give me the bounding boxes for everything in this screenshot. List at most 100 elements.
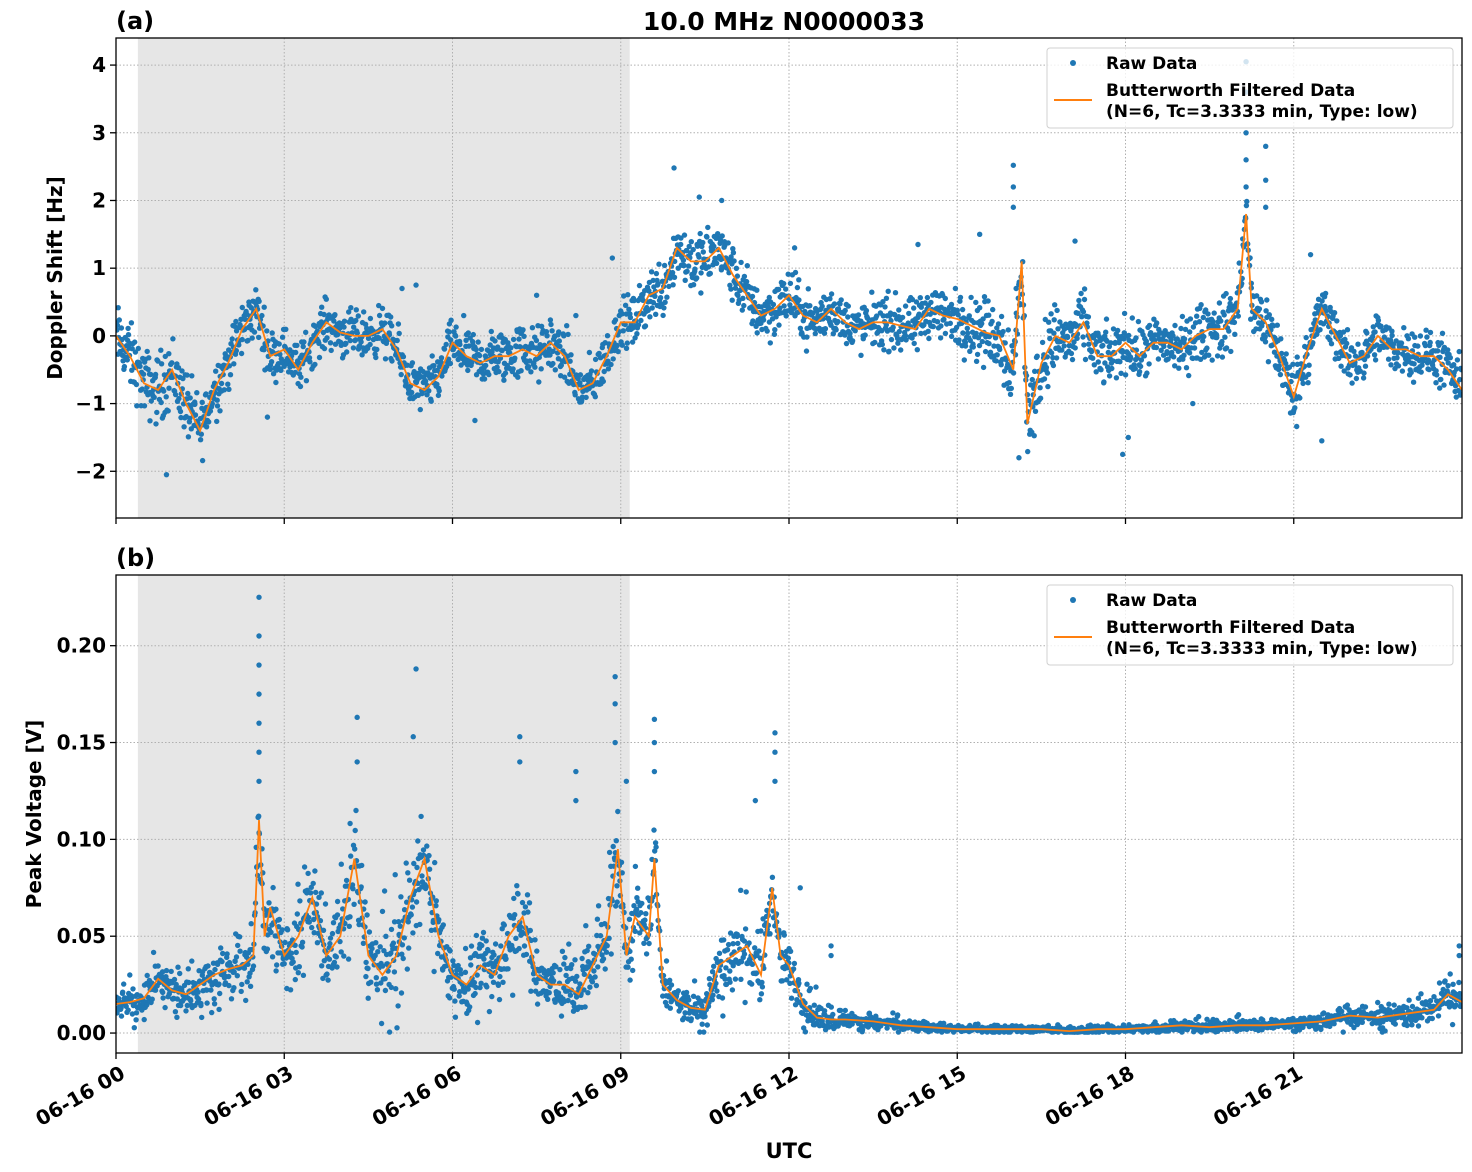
raw-data-point <box>1172 322 1178 329</box>
raw-data-point <box>525 909 531 915</box>
raw-data-point <box>501 922 507 928</box>
raw-data-point <box>400 354 407 360</box>
raw-data-point <box>498 943 504 949</box>
raw-data-point <box>624 340 630 346</box>
raw-data-point <box>1082 356 1089 363</box>
raw-data-point <box>452 1014 459 1020</box>
raw-data-point <box>406 945 412 951</box>
raw-data-point <box>451 986 457 992</box>
raw-data-point <box>264 328 270 334</box>
raw-data-point <box>827 296 833 302</box>
raw-data-point <box>1441 382 1447 388</box>
raw-data-point <box>178 414 184 421</box>
raw-data-point <box>1337 332 1344 339</box>
raw-data-point <box>376 312 383 319</box>
raw-data-point <box>338 949 344 955</box>
raw-data-point <box>213 368 219 374</box>
raw-data-point <box>741 938 748 944</box>
raw-data-point <box>987 349 994 355</box>
raw-data-point <box>1361 370 1367 376</box>
raw-data-point <box>1342 336 1348 343</box>
raw-data-point <box>1059 347 1065 353</box>
raw-data-point <box>669 269 676 276</box>
raw-data-point <box>600 956 607 962</box>
raw-data-point <box>125 332 132 338</box>
raw-data-point <box>1161 343 1167 350</box>
raw-data-point <box>274 962 280 968</box>
raw-data-point <box>120 989 126 995</box>
raw-data-point <box>400 955 406 962</box>
raw-data-point <box>478 980 484 986</box>
raw-data-point <box>284 927 291 933</box>
raw-data-point <box>146 355 152 361</box>
raw-data-point <box>1451 362 1457 368</box>
raw-data-point <box>573 994 580 1000</box>
raw-data-point <box>966 313 972 319</box>
raw-data-point <box>1010 162 1017 168</box>
raw-data-point <box>976 231 983 238</box>
raw-data-point <box>1328 341 1335 347</box>
raw-data-point <box>1016 455 1022 461</box>
raw-data-point <box>1254 293 1260 299</box>
raw-data-point <box>884 1025 890 1031</box>
raw-data-point <box>313 889 319 896</box>
raw-data-point <box>469 359 475 365</box>
raw-data-point <box>294 342 300 349</box>
raw-data-point <box>715 231 721 237</box>
raw-data-point <box>490 979 497 985</box>
raw-data-point <box>564 988 570 994</box>
raw-data-point <box>241 965 248 971</box>
raw-data-point <box>593 982 600 989</box>
raw-data-point <box>269 954 276 960</box>
raw-data-point <box>572 978 579 984</box>
raw-data-point <box>250 963 257 969</box>
raw-data-point <box>804 981 810 987</box>
raw-data-point <box>1434 348 1441 354</box>
raw-data-point <box>158 361 165 367</box>
raw-data-point <box>985 298 991 304</box>
legend-filtered-label-1: Butterworth Filtered Data <box>1106 81 1355 101</box>
raw-data-point <box>948 301 955 308</box>
raw-data-point <box>124 357 130 363</box>
raw-data-point <box>1425 357 1432 363</box>
raw-data-point <box>331 959 338 966</box>
raw-data-point <box>781 303 787 309</box>
raw-data-point <box>1236 260 1242 266</box>
raw-data-point <box>395 321 402 327</box>
raw-data-point <box>379 908 386 915</box>
raw-data-point <box>331 318 337 324</box>
raw-data-point <box>1080 334 1086 340</box>
raw-data-point <box>794 284 801 291</box>
raw-data-point <box>226 386 232 392</box>
raw-data-point <box>1158 347 1164 353</box>
raw-data-point <box>556 338 562 344</box>
raw-data-point <box>813 984 819 990</box>
raw-data-point <box>533 980 539 986</box>
raw-data-point <box>1405 336 1412 342</box>
raw-data-point <box>997 346 1003 353</box>
raw-data-point <box>1244 198 1250 205</box>
raw-data-point <box>423 884 429 890</box>
raw-data-point <box>550 978 557 984</box>
raw-data-point <box>791 960 798 967</box>
raw-data-point <box>760 317 767 323</box>
raw-data-point <box>1370 324 1377 330</box>
raw-data-point <box>909 335 915 341</box>
raw-data-point <box>515 374 521 380</box>
raw-data-point <box>805 286 811 292</box>
raw-data-point <box>293 949 299 956</box>
raw-data-point <box>772 327 778 333</box>
raw-data-point <box>845 314 851 320</box>
raw-data-point <box>731 258 737 264</box>
raw-data-point <box>419 873 425 879</box>
raw-data-point <box>1154 320 1160 326</box>
raw-data-point <box>334 898 341 905</box>
raw-data-point <box>738 887 744 893</box>
raw-data-point <box>1278 350 1285 357</box>
raw-data-point <box>195 996 202 1002</box>
raw-data-point <box>352 827 358 834</box>
raw-data-point <box>934 319 941 325</box>
raw-data-point <box>446 329 452 335</box>
raw-data-point <box>214 418 220 425</box>
raw-data-point <box>1422 342 1429 349</box>
